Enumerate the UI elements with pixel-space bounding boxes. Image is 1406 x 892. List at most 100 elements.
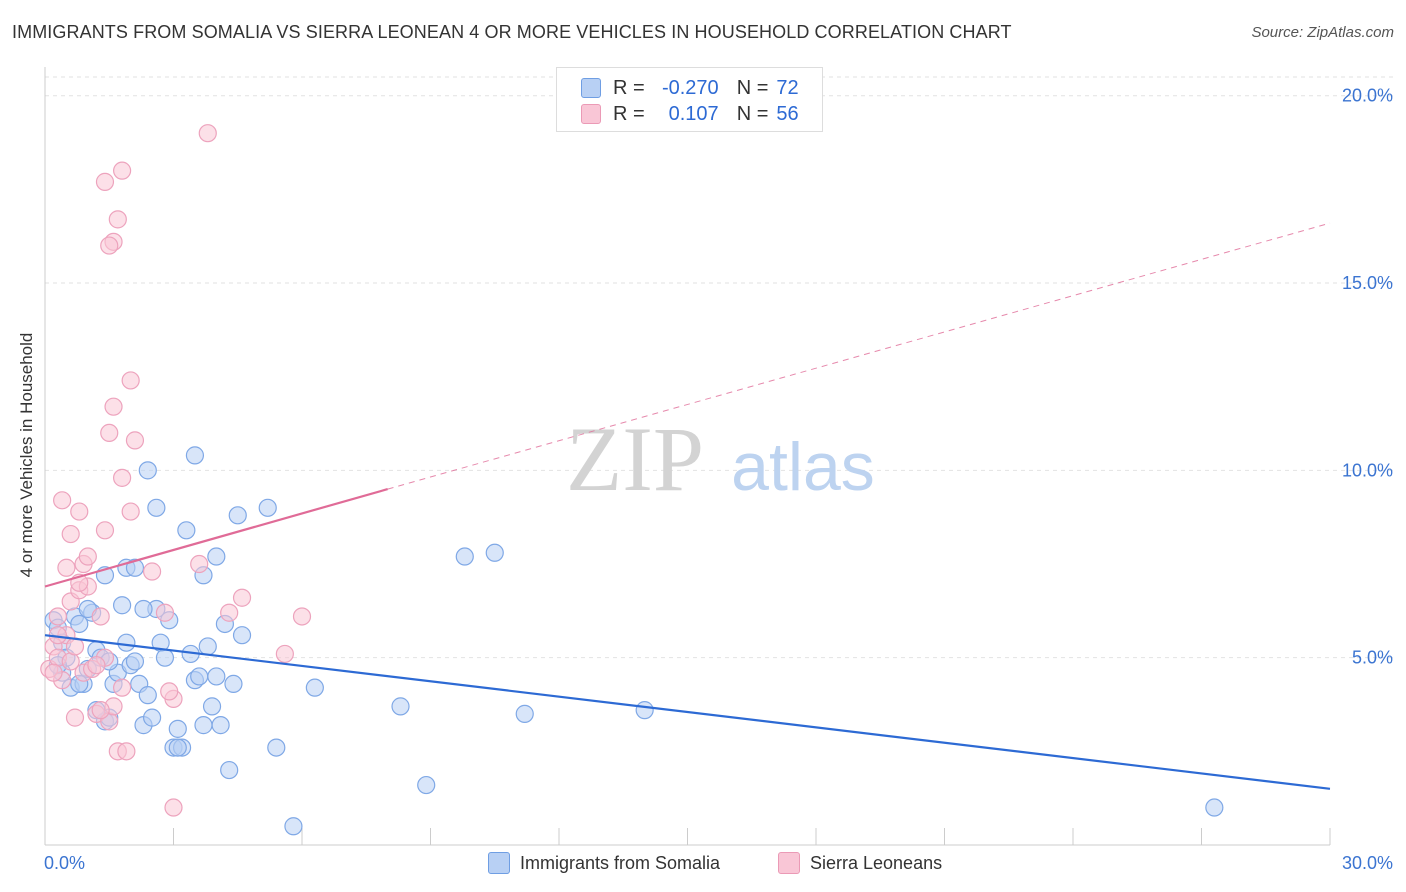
point-somalia — [125, 652, 145, 671]
legend-r-label: R = — [613, 102, 645, 125]
trend-lines-layer — [44, 222, 1331, 790]
bottom-legend-swatch-blue — [488, 852, 510, 874]
point-sierra-leone — [112, 161, 132, 180]
point-sierra-leone — [65, 708, 85, 727]
point-sierra-leone — [190, 554, 209, 574]
point-sierra-leone — [100, 423, 119, 443]
y-tick-label: 10.0% — [1342, 460, 1393, 480]
point-somalia — [258, 498, 277, 517]
point-sierra-leone — [220, 603, 239, 622]
point-sierra-leone — [95, 172, 115, 191]
watermark-zip: ZIP — [566, 408, 704, 510]
legend-swatch-blue — [581, 78, 601, 98]
point-somalia — [142, 708, 162, 727]
point-sierra-leone — [87, 656, 106, 675]
bottom-legend-label-sierra-leone: Sierra Leoneans — [810, 852, 943, 873]
point-somalia — [1205, 798, 1224, 817]
point-somalia — [635, 701, 654, 720]
point-sierra-leone — [91, 607, 110, 626]
tick-labels-layer: 5.0% 10.0% 15.0% 20.0% 0.0% 30.0% — [44, 86, 1393, 873]
legend-n-label: N = — [736, 76, 769, 99]
point-somalia — [207, 547, 226, 566]
point-somalia — [138, 686, 157, 705]
point-somalia — [70, 614, 89, 634]
chart-title: IMMIGRANTS FROM SOMALIA VS SIERRA LEONEA… — [12, 22, 1012, 42]
point-sierra-leone — [70, 502, 89, 521]
point-somalia — [117, 633, 136, 652]
point-somalia — [417, 775, 436, 795]
point-somalia — [232, 626, 252, 645]
point-somalia — [207, 667, 226, 686]
point-sierra-leone — [61, 524, 80, 544]
y-tick-label: 20.0% — [1342, 86, 1393, 106]
point-somalia — [168, 738, 187, 757]
point-somalia — [185, 446, 205, 465]
point-somalia — [220, 760, 239, 780]
point-somalia — [228, 506, 247, 525]
legend-swatch-pink — [581, 104, 601, 124]
point-somalia — [284, 817, 303, 836]
x-tick-label-max: 30.0% — [1342, 853, 1393, 873]
point-somalia — [155, 648, 175, 667]
point-sierra-leone — [117, 742, 136, 761]
point-somalia — [455, 547, 474, 566]
legend-r-value-sierra-leone: 0.107 — [668, 102, 719, 125]
bottom-legend-swatch-pink — [778, 852, 800, 874]
axes-layer — [44, 67, 1331, 846]
trendline-sierra-leone-solid — [44, 488, 388, 588]
bottom-legend-somalia: Immigrants from Somalia — [488, 852, 720, 874]
source-label: Source: ZipAtlas.com — [1251, 24, 1394, 41]
legend-r-label: R = — [613, 76, 645, 99]
point-somalia — [267, 738, 286, 757]
point-sierra-leone — [164, 798, 183, 817]
point-sierra-leone — [108, 210, 127, 229]
legend-n-value-sierra-leone: 56 — [776, 102, 799, 125]
point-sierra-leone — [44, 663, 63, 682]
legend-row-somalia: R = -0.270 N = 72 — [581, 77, 799, 99]
point-sierra-leone — [95, 521, 115, 540]
y-tick-label: 15.0% — [1342, 273, 1393, 293]
point-sierra-leone — [160, 682, 179, 701]
point-sierra-leone — [142, 562, 162, 581]
point-sierra-leone — [125, 431, 145, 450]
point-somalia — [485, 543, 504, 562]
point-somalia — [134, 599, 153, 619]
point-sierra-leone — [292, 607, 312, 626]
point-somalia — [202, 697, 222, 716]
point-sierra-leone — [53, 491, 72, 510]
trendline-sierra-leone-dashed — [387, 222, 1331, 490]
point-sierra-leone — [78, 547, 97, 566]
point-sierra-leone — [232, 588, 252, 607]
correlation-legend: R = -0.270 N = 72 R = 0.107 N = 56 — [556, 67, 823, 132]
point-sierra-leone — [198, 124, 217, 143]
y-tick-label: 5.0% — [1352, 648, 1393, 668]
point-somalia — [125, 558, 145, 577]
point-sierra-leone — [104, 397, 123, 416]
point-somalia — [305, 678, 324, 697]
point-sierra-leone — [121, 502, 140, 521]
point-sierra-leone — [91, 701, 110, 720]
point-sierra-leone — [57, 558, 76, 577]
points-layer — [40, 124, 1224, 836]
point-somalia — [168, 719, 187, 738]
point-sierra-leone — [100, 236, 119, 255]
bottom-legend-label-somalia: Immigrants from Somalia — [520, 852, 721, 873]
point-somalia — [138, 461, 157, 480]
point-sierra-leone — [48, 607, 67, 626]
point-somalia — [194, 716, 213, 735]
point-sierra-leone — [275, 644, 294, 664]
watermark-atlas: atlas — [731, 429, 875, 505]
legend-n-label: N = — [736, 102, 769, 125]
point-somalia — [515, 704, 534, 723]
x-tick-label-min: 0.0% — [44, 853, 85, 873]
point-sierra-leone — [155, 603, 175, 622]
trendline-somalia — [44, 634, 1331, 790]
point-somalia — [177, 521, 196, 540]
point-sierra-leone — [112, 678, 132, 697]
point-somalia — [391, 697, 410, 716]
grid-layer — [45, 76, 1395, 659]
point-somalia — [112, 596, 132, 615]
legend-n-value-somalia: 72 — [776, 76, 799, 99]
legend-r-value-somalia: -0.270 — [661, 76, 719, 99]
